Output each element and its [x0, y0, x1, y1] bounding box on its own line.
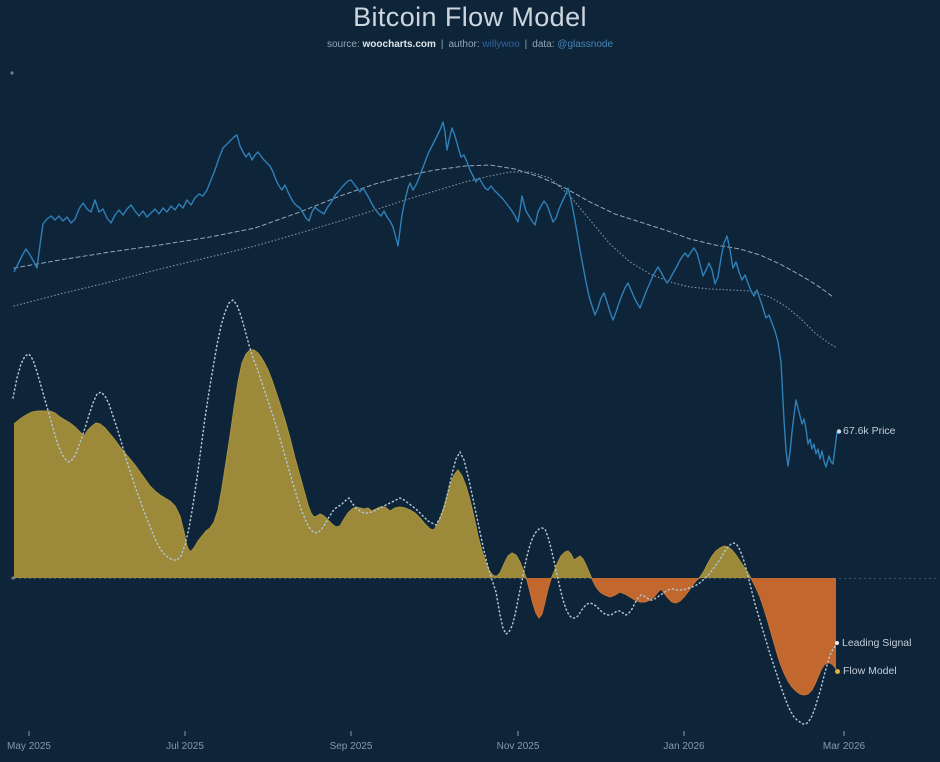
x-axis-label: May 2025	[7, 741, 51, 752]
chart-subtitle: source: woocharts.com | author: willywoo | d…	[0, 39, 940, 50]
leading-signal-line	[12, 299, 837, 725]
artifact-dot	[11, 576, 15, 580]
flow-model-label-text: Flow Model	[843, 665, 897, 677]
price-end-label-text: 67.6k Price	[843, 425, 896, 437]
price-marker-dot	[836, 429, 842, 434]
ma-slow-line	[13, 171, 838, 349]
subtitle-divider: |	[440, 39, 444, 50]
flow-model-dot	[835, 668, 840, 674]
x-axis-label: Mar 2026	[823, 741, 866, 752]
leading-signal-label-text: Leading Signal	[842, 637, 912, 649]
x-axis-label: Sep 2025	[330, 741, 373, 752]
ma-fast-line	[13, 164, 834, 298]
flow-model-label: Flow Model	[835, 665, 897, 677]
data-label: data:	[532, 39, 555, 50]
flow-edge-positive	[13, 349, 752, 578]
page-title: Bitcoin Flow Model	[353, 2, 587, 32]
glassnode-link[interactable]: @glassnode	[557, 39, 614, 50]
x-axis-label: Jul 2025	[166, 741, 204, 752]
author-label: author:	[448, 39, 480, 50]
flow-area-positive	[14, 350, 836, 578]
x-axis-label: Jan 2026	[663, 741, 705, 752]
leading-signal-label: Leading Signal	[835, 637, 911, 649]
author-link[interactable]: willywoo	[482, 39, 520, 50]
source-label: source:	[326, 39, 360, 50]
leading-signal-dot	[835, 641, 839, 645]
price-line	[13, 121, 838, 468]
artifact-dot	[10, 71, 14, 75]
x-axis-label: Nov 2025	[497, 741, 540, 752]
subtitle-divider: |	[524, 39, 528, 50]
source-link[interactable]: woocharts.com	[362, 39, 436, 50]
price-end-label: 67.6k Price	[843, 425, 896, 437]
